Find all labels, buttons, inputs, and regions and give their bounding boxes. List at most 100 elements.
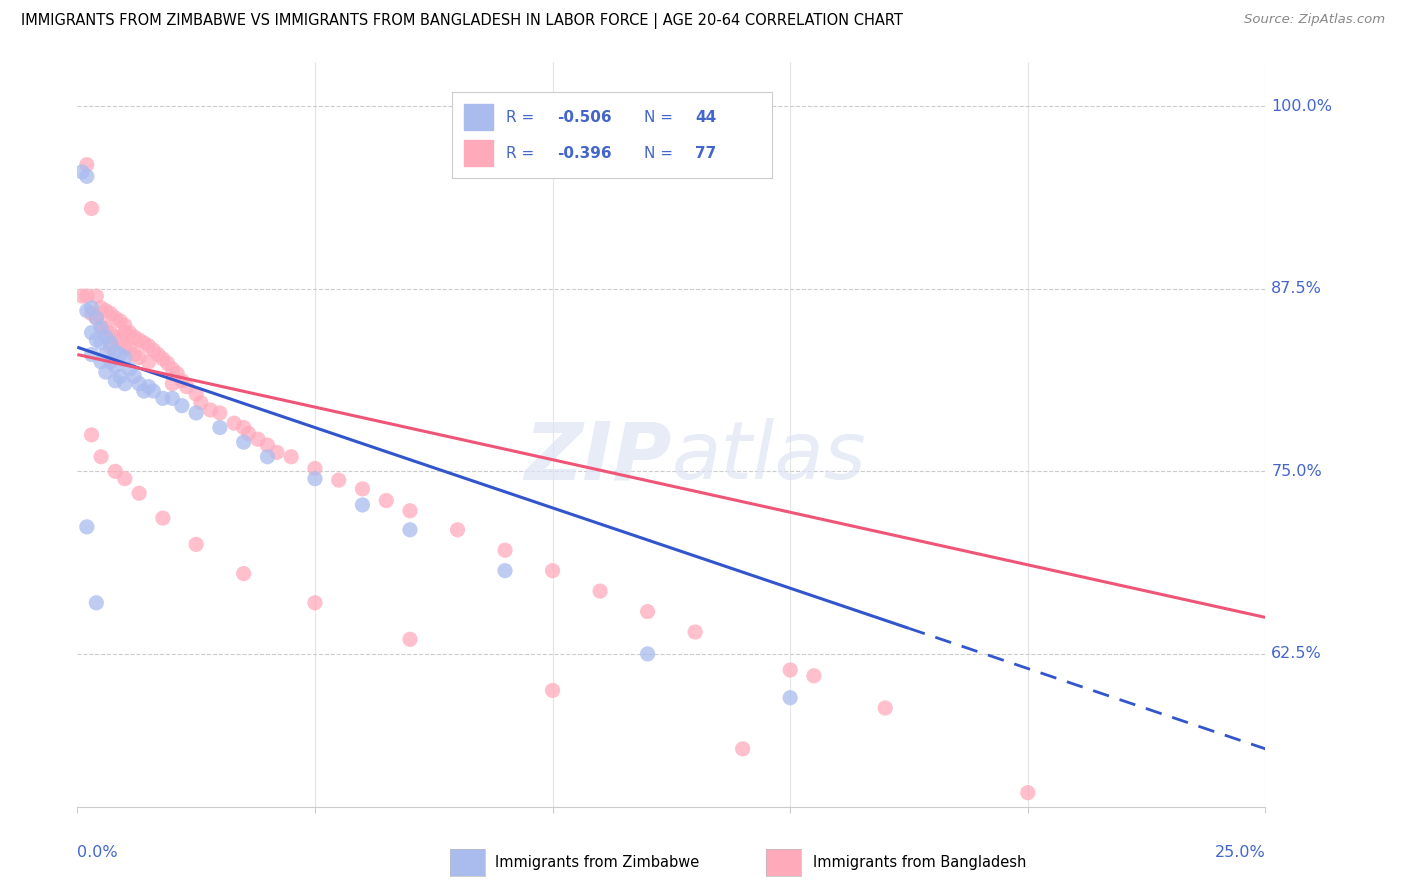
Point	[280, 450, 302, 464]
Point	[86, 596, 108, 610]
Bar	[464, 140, 494, 166]
Point	[104, 464, 127, 478]
Point	[94, 303, 117, 318]
Point	[238, 426, 260, 441]
Point	[637, 647, 659, 661]
Point	[128, 351, 150, 365]
Text: Immigrants from Zimbabwe: Immigrants from Zimbabwe	[495, 855, 699, 870]
Point	[80, 202, 103, 216]
Point	[86, 311, 108, 326]
Text: atlas: atlas	[672, 418, 866, 496]
Point	[124, 347, 146, 361]
Point	[224, 416, 246, 430]
Point	[108, 314, 131, 328]
Point	[1206, 830, 1229, 844]
Text: 25.0%: 25.0%	[1215, 845, 1265, 860]
Point	[138, 379, 160, 393]
Point	[94, 330, 117, 344]
Point	[118, 326, 141, 340]
Point	[114, 340, 136, 354]
Point	[100, 340, 122, 354]
Text: R =: R =	[506, 110, 540, 125]
Point	[86, 333, 108, 347]
Point	[166, 367, 188, 381]
Text: 75.0%: 75.0%	[1271, 464, 1322, 479]
Text: 0.0%: 0.0%	[77, 845, 118, 860]
Point	[100, 307, 122, 321]
Point	[138, 339, 160, 353]
Point	[118, 362, 141, 376]
Point	[76, 158, 98, 172]
Point	[90, 301, 112, 315]
Point	[86, 289, 108, 303]
Point	[186, 406, 208, 420]
Point	[232, 566, 254, 581]
Point	[375, 493, 398, 508]
Point	[128, 376, 150, 391]
Point	[114, 376, 136, 391]
Point	[94, 365, 117, 379]
Point	[90, 450, 112, 464]
Text: 100.0%: 100.0%	[1271, 99, 1333, 114]
Point	[108, 369, 131, 384]
Point	[494, 543, 516, 558]
Point	[683, 625, 706, 640]
Point	[208, 406, 231, 420]
Point	[90, 318, 112, 333]
Text: 77: 77	[696, 145, 717, 161]
Point	[118, 340, 141, 354]
Point	[162, 362, 184, 376]
Point	[186, 537, 208, 551]
Text: -0.396: -0.396	[557, 145, 612, 161]
Point	[128, 486, 150, 500]
Point	[190, 395, 212, 409]
Text: N =: N =	[644, 110, 678, 125]
Point	[304, 596, 326, 610]
Text: R =: R =	[506, 145, 540, 161]
Point	[779, 690, 801, 705]
Point	[266, 445, 288, 459]
Point	[352, 482, 374, 496]
Point	[399, 523, 422, 537]
Text: Source: ZipAtlas.com: Source: ZipAtlas.com	[1244, 13, 1385, 27]
Text: N =: N =	[644, 145, 678, 161]
Point	[124, 330, 146, 344]
Point	[114, 326, 136, 340]
Point	[446, 523, 468, 537]
Point	[80, 307, 103, 321]
Point	[731, 742, 754, 756]
Point	[176, 379, 198, 393]
Point	[108, 347, 131, 361]
Point	[94, 321, 117, 335]
Point	[304, 461, 326, 475]
Point	[170, 374, 193, 388]
Text: 87.5%: 87.5%	[1271, 281, 1322, 296]
Point	[80, 347, 103, 361]
Point	[589, 584, 612, 599]
Point	[114, 318, 136, 333]
Point	[108, 333, 131, 347]
Point	[186, 387, 208, 401]
Point	[76, 303, 98, 318]
Point	[128, 333, 150, 347]
Point	[86, 311, 108, 326]
Point	[162, 376, 184, 391]
Point	[104, 330, 127, 344]
Point	[114, 351, 136, 365]
Point	[142, 343, 165, 358]
Point	[100, 335, 122, 350]
Point	[399, 632, 422, 647]
Point	[399, 504, 422, 518]
Point	[76, 289, 98, 303]
Point	[90, 335, 112, 350]
Point	[90, 355, 112, 369]
Point	[779, 663, 801, 677]
Bar	[464, 104, 494, 130]
Point	[232, 420, 254, 434]
Point	[541, 683, 564, 698]
Point	[80, 301, 103, 315]
Point	[104, 374, 127, 388]
Point	[352, 498, 374, 512]
Point	[132, 384, 155, 398]
Point	[142, 384, 165, 398]
